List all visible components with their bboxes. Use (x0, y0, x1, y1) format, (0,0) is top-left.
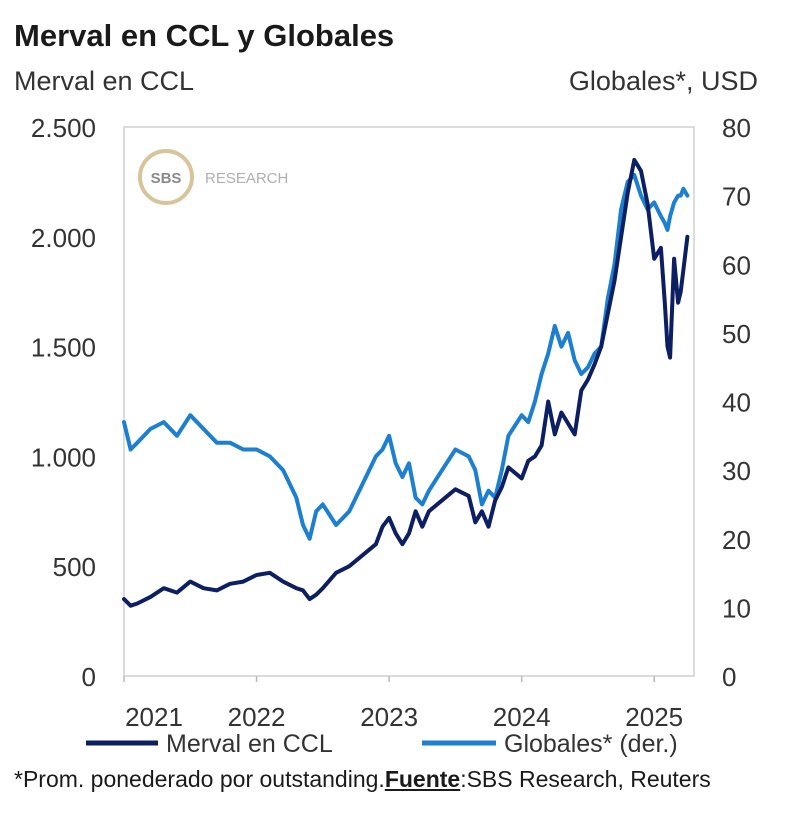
watermark-logo-text: SBS (151, 170, 182, 187)
y-tick-label-right: 40 (722, 388, 751, 418)
plot-frame (123, 126, 695, 677)
x-tick-label: 2024 (493, 702, 551, 732)
series-line-globales (122, 173, 690, 541)
y-tick-label-left: 500 (53, 552, 96, 582)
footnote-prefix: *Prom. ponederado por outstanding. (14, 766, 385, 792)
y-tick-label-left: 1.000 (31, 442, 96, 472)
x-tick-label: 2023 (360, 702, 418, 732)
y-tick-label-right: 80 (722, 113, 751, 143)
legend-label-globales: Globales* (der.) (504, 730, 678, 758)
y-tick-label-left: 1.500 (31, 333, 96, 363)
footnote-source-label: Fuente (384, 766, 461, 792)
y-tick-label-left: 0 (82, 662, 96, 692)
y-tick-label-right: 20 (722, 525, 751, 555)
footnote-source-text: :SBS Research, Reuters (460, 766, 711, 792)
legend: Merval en CCL Globales* (der.) (86, 730, 678, 758)
sbs-logo-icon (138, 149, 194, 205)
series-line-merval (122, 157, 690, 608)
y-tick-label-right: 0 (722, 662, 736, 692)
y-tick-label-right: 50 (722, 319, 751, 349)
chart-area: SBS RESEARCH 0 500 1.000 1.500 2.000 2.500 0 1… (31, 113, 751, 758)
footnote: *Prom. ponederado por outstanding.Fuente… (14, 762, 714, 796)
watermark: SBS RESEARCH (138, 149, 288, 205)
y-tick-label-right: 60 (722, 250, 751, 280)
right-axis-label: Globales*, USD (568, 66, 758, 96)
watermark-text: RESEARCH (205, 170, 288, 187)
chart-title: Merval en CCL y Globales (14, 18, 395, 53)
y-tick-label-left: 2.500 (31, 113, 96, 143)
y-tick-label-right: 10 (722, 593, 751, 623)
x-tick-label: 2021 (125, 702, 183, 732)
x-tick-label: 2025 (625, 702, 683, 732)
y-tick-label-right: 70 (722, 182, 751, 212)
left-axis-label: Merval en CCL (14, 66, 195, 96)
y-tick-label-right: 30 (722, 456, 751, 486)
legend-label-merval: Merval en CCL (166, 730, 333, 758)
x-tick-label: 2022 (228, 702, 286, 732)
y-tick-label-left: 2.000 (31, 223, 96, 253)
